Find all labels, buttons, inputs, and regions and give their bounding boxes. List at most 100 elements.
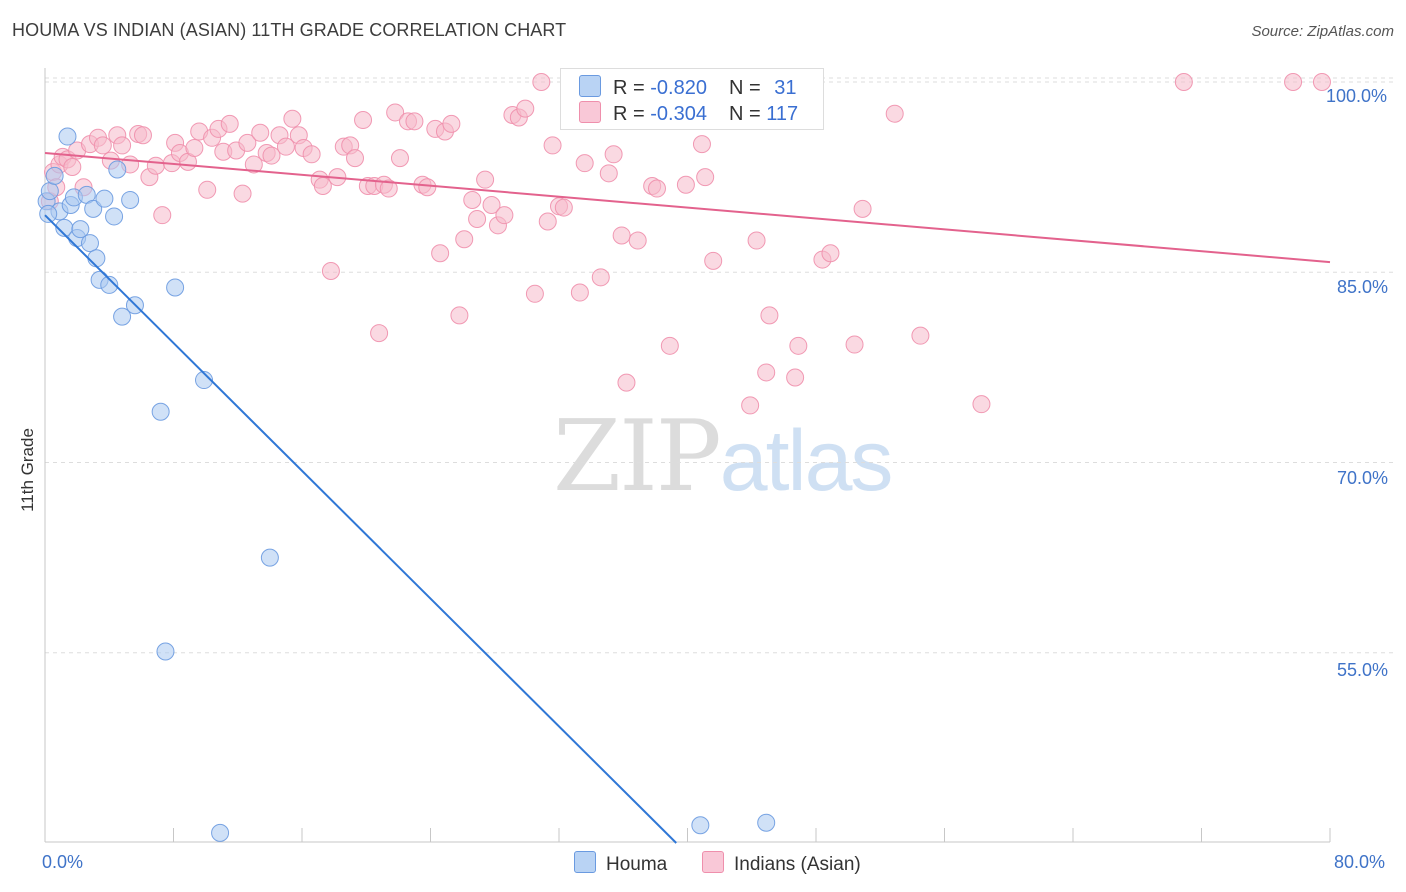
- houma-point-12: [84, 199, 103, 218]
- houma-r-label: R =: [613, 77, 651, 99]
- indian-point-69: [455, 230, 474, 249]
- houma-point-20: [121, 190, 140, 209]
- houma-n-label: N =: [728, 77, 767, 99]
- indian-point-100: [741, 396, 760, 415]
- houma-point-19: [113, 307, 132, 326]
- indian-point-44: [302, 145, 321, 164]
- indian-point-86: [575, 154, 594, 173]
- indian-point-57: [379, 179, 398, 198]
- indian-point-115: [1284, 73, 1303, 91]
- indian-point-35: [244, 155, 263, 174]
- indian-point-20: [153, 206, 172, 225]
- indian-point-104: [786, 368, 805, 387]
- houma-point-24: [166, 278, 185, 297]
- indian-point-81: [538, 212, 557, 231]
- houma-trend-line: [44, 214, 677, 844]
- indian-point-92: [628, 231, 647, 250]
- x-tick-label-min: 0.0%: [42, 852, 84, 872]
- indian-point-33: [233, 184, 252, 203]
- indian-point-25: [185, 138, 204, 157]
- indian-point-63: [418, 178, 437, 197]
- indian-point-11: [93, 136, 112, 155]
- indian-point-75: [495, 206, 514, 225]
- houma-point-10: [80, 234, 99, 253]
- indian-legend-swatch: [702, 851, 724, 873]
- indian-point-96: [676, 175, 695, 194]
- indian-point-52: [354, 111, 373, 130]
- legend-row-houma: R = -0.820 N = 31: [579, 75, 796, 99]
- houma-point-5: [58, 127, 77, 146]
- indian-point-34: [238, 133, 257, 152]
- y-tick-label-55: 55.0%: [1337, 660, 1389, 680]
- houma-point-29: [757, 813, 776, 832]
- indian-point-102: [757, 363, 776, 382]
- houma-point-16: [100, 275, 119, 294]
- indian-point-89: [604, 145, 623, 164]
- indian-point-61: [405, 112, 424, 131]
- indian-point-101: [747, 231, 766, 250]
- houma-legend-label: Houma: [606, 854, 668, 875]
- houma-point-27: [260, 548, 279, 567]
- houma-point-26: [211, 823, 230, 842]
- indian-point-113: [972, 395, 991, 414]
- indian-point-41: [283, 109, 302, 128]
- indian-point-98: [696, 168, 715, 187]
- indian-point-72: [476, 170, 495, 189]
- indian-legend-label: Indians (Asian): [734, 854, 861, 875]
- indian-point-71: [468, 209, 487, 228]
- stats-legend: R = -0.820 N = 31 R = -0.304 N = 117: [560, 68, 824, 130]
- indian-point-68: [450, 306, 469, 325]
- indian-point-97: [692, 135, 711, 154]
- indian-r-value: -0.304: [650, 103, 707, 125]
- indian-point-112: [911, 326, 930, 345]
- indian-point-65: [431, 244, 450, 263]
- indian-point-55: [370, 324, 389, 343]
- indian-r-label: R =: [613, 103, 651, 125]
- indian-point-105: [789, 336, 808, 355]
- x-tick-label-max: 80.0%: [1334, 852, 1386, 872]
- houma-point-25: [195, 371, 214, 390]
- houma-r-value: -0.820: [650, 77, 707, 99]
- indian-point-38: [262, 146, 281, 165]
- houma-point-23: [156, 642, 175, 661]
- indian-point-67: [442, 114, 461, 133]
- watermark-atlas: atlas: [719, 413, 894, 509]
- indian-point-82: [543, 136, 562, 155]
- indian-point-99: [704, 251, 723, 270]
- y-tick-label-100: 100.0%: [1326, 86, 1388, 106]
- indian-point-85: [570, 283, 589, 302]
- houma-point-9: [71, 220, 90, 239]
- houma-point-22: [151, 402, 170, 421]
- houma-point-2: [45, 166, 64, 185]
- houma-n-value: 31: [774, 77, 797, 99]
- indian-point-27: [198, 180, 217, 199]
- indian-point-108: [821, 244, 840, 263]
- indian-point-80: [532, 73, 551, 91]
- indian-point-58: [386, 103, 405, 122]
- indian-point-31: [220, 114, 239, 133]
- houma-swatch: [579, 75, 601, 97]
- indian-point-110: [853, 199, 872, 218]
- indian-point-90: [612, 226, 631, 245]
- houma-point-30: [39, 204, 58, 223]
- y-axis-title: 11th Grade: [18, 428, 37, 512]
- indian-point-114: [1174, 73, 1193, 91]
- indian-point-91: [617, 373, 636, 392]
- y-tick-label-70: 70.0%: [1337, 468, 1389, 488]
- indian-point-47: [321, 261, 340, 280]
- indian-point-6: [63, 157, 82, 176]
- chart-title: HOUMA VS INDIAN (ASIAN) 11TH GRADE CORRE…: [12, 20, 567, 40]
- houma-legend-swatch: [574, 851, 596, 873]
- bottom-legend-houma: Houma: [574, 851, 667, 876]
- indian-point-87: [591, 268, 610, 287]
- indian-point-116: [1312, 73, 1331, 91]
- indian-point-59: [390, 149, 409, 168]
- indian-point-95: [660, 336, 679, 355]
- indian-point-17: [133, 126, 152, 145]
- indian-point-36: [251, 123, 270, 142]
- indian-point-14: [113, 136, 132, 155]
- houma-point-28: [691, 816, 710, 835]
- indian-swatch: [579, 101, 601, 123]
- indian-point-84: [554, 198, 573, 217]
